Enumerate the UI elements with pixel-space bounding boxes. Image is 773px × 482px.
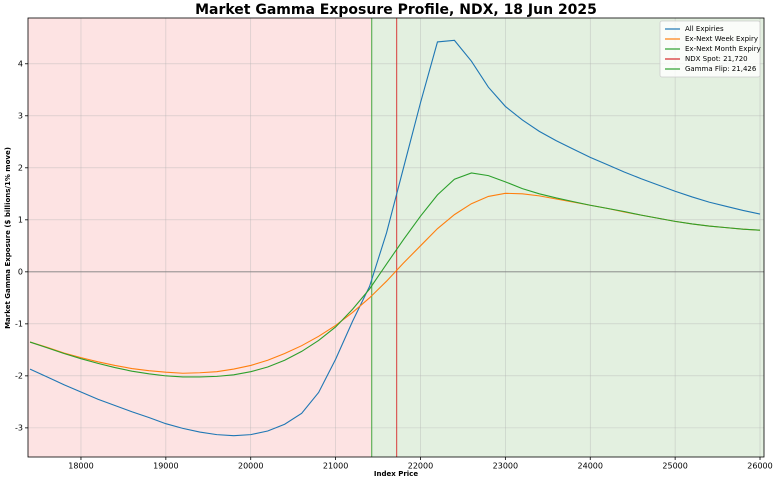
legend-label: All Expiries xyxy=(685,25,724,33)
y-tick-label: -3 xyxy=(15,423,23,432)
legend: All Expiries Ex-Next Week Expiry Ex-Next M… xyxy=(659,20,761,78)
x-tick-label: 25000 xyxy=(662,462,687,471)
x-tick-label: 21000 xyxy=(323,462,348,471)
x-tick-label: 19000 xyxy=(153,462,178,471)
y-tick-label: 3 xyxy=(18,111,23,120)
y-tick-label: 1 xyxy=(18,215,23,224)
y-tick-label: 0 xyxy=(18,267,23,276)
legend-label: Gamma Flip: 21,426 xyxy=(685,65,757,73)
y-tick-label: -2 xyxy=(15,371,23,380)
x-axis-label: Index Price xyxy=(374,470,418,478)
chart-title: Market Gamma Exposure Profile, NDX, 18 J… xyxy=(195,2,597,18)
y-tick-label: 4 xyxy=(18,59,23,68)
y-tick-label: 2 xyxy=(18,163,23,172)
x-tick-label: 20000 xyxy=(238,462,263,471)
x-tick-label: 18000 xyxy=(68,462,93,471)
plot-frame xyxy=(27,17,765,458)
shade-negative xyxy=(28,18,372,457)
x-tick-label: 24000 xyxy=(578,462,603,471)
series-line xyxy=(29,172,761,378)
y-axis-label: Market Gamma Exposure ($ billions/1% mov… xyxy=(4,147,12,329)
series-line xyxy=(29,39,761,437)
x-tick-label: 26000 xyxy=(747,462,772,471)
legend-label: Ex-Next Month Expiry xyxy=(685,45,761,53)
legend-label: Ex-Next Week Expiry xyxy=(685,35,758,43)
legend-box xyxy=(659,20,761,78)
x-tick-label: 23000 xyxy=(493,462,518,471)
y-tick-label: -1 xyxy=(15,319,23,328)
legend-label: NDX Spot: 21,720 xyxy=(685,55,748,63)
shade-positive xyxy=(371,18,764,457)
x-tick-label: 22000 xyxy=(408,462,433,471)
